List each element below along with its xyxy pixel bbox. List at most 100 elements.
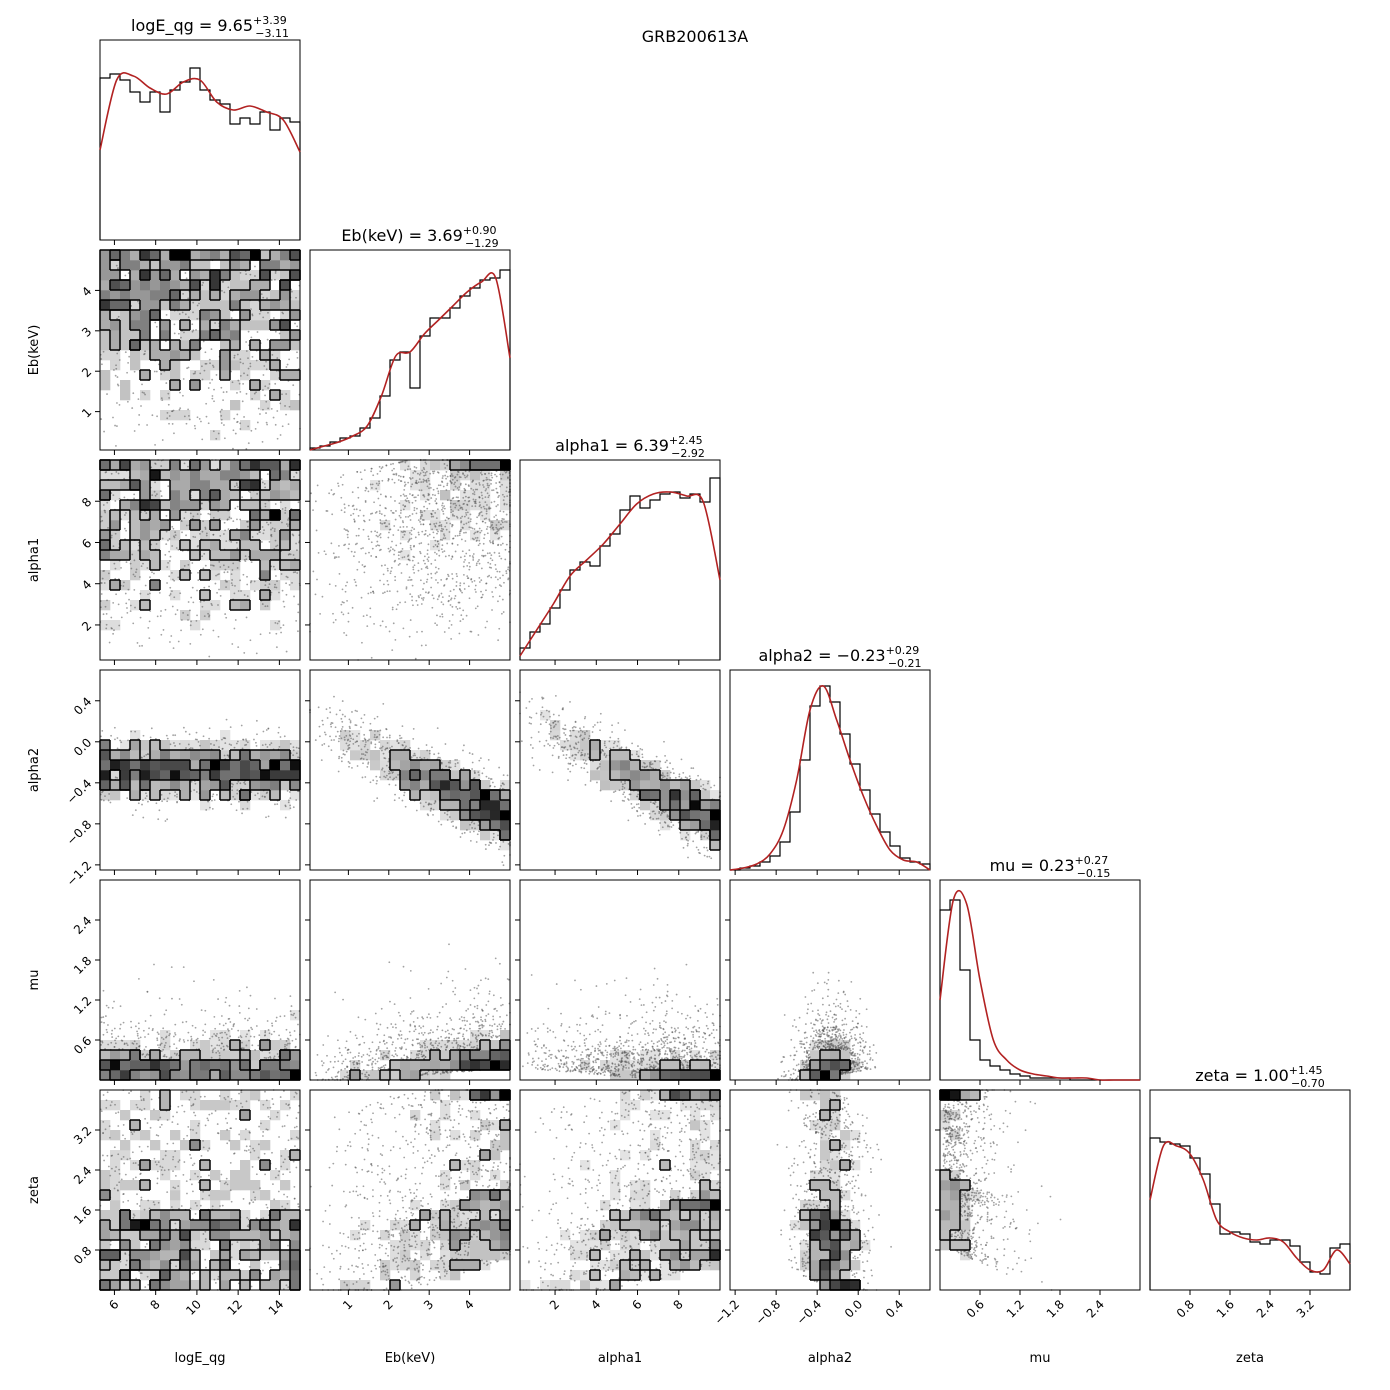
sample-point (140, 756, 143, 759)
density-cell (170, 280, 181, 291)
sample-point (418, 542, 421, 545)
sample-point (463, 531, 465, 534)
density-cell (590, 740, 601, 751)
sample-point (394, 1049, 397, 1052)
sample-point (106, 1031, 109, 1034)
sample-point (478, 482, 481, 484)
density-cell (290, 550, 301, 561)
density-cell (420, 760, 431, 771)
sample-point (643, 766, 646, 769)
sample-point (603, 752, 606, 755)
sample-point (287, 1042, 289, 1045)
sample-point (136, 1030, 138, 1033)
sample-point (649, 801, 652, 804)
sample-point (256, 733, 258, 736)
sample-point (456, 608, 459, 610)
density-cell (100, 470, 111, 481)
sample-point (556, 738, 559, 740)
sample-point (120, 741, 123, 744)
sample-point (366, 758, 368, 761)
sample-point (343, 739, 346, 741)
sample-point (434, 494, 436, 497)
sample-point (459, 620, 462, 622)
density-cell (270, 490, 281, 501)
sample-point (445, 1036, 448, 1039)
sample-point (457, 601, 460, 604)
sample-point (402, 1019, 405, 1022)
sample-point (414, 1028, 417, 1031)
sample-point (264, 505, 267, 508)
density-cell (140, 500, 151, 511)
sample-point (664, 754, 666, 757)
contour-line (409, 769, 511, 841)
sample-point (381, 522, 384, 525)
sample-point (445, 1003, 448, 1005)
sample-point (360, 478, 363, 481)
density-cell (450, 460, 461, 471)
sample-point (191, 330, 194, 333)
sample-point (227, 528, 230, 531)
sample-point (479, 757, 482, 760)
sample-point (669, 771, 672, 774)
sample-point (432, 545, 435, 548)
sample-point (286, 525, 289, 527)
sample-point (446, 484, 449, 487)
sample-point (371, 547, 374, 550)
sample-point (153, 490, 156, 493)
density-cell (180, 320, 191, 331)
histogram-loge-qg (99, 67, 301, 240)
sample-point (199, 513, 202, 516)
sample-point (102, 570, 105, 572)
sample-point (249, 273, 252, 276)
sample-point (624, 782, 626, 785)
sample-point (485, 488, 488, 490)
sample-point (478, 774, 480, 776)
sample-point (604, 756, 607, 758)
density-cell (200, 280, 211, 291)
sample-point (388, 528, 391, 531)
sample-point (462, 609, 465, 612)
sample-point (394, 1023, 397, 1026)
density-cell (600, 780, 611, 791)
density-cell (100, 340, 111, 351)
sample-point (454, 485, 457, 488)
sample-point (463, 487, 466, 490)
density-cell (130, 540, 141, 551)
sample-point (179, 391, 181, 394)
sample-point (203, 369, 206, 372)
sample-point (395, 1026, 397, 1029)
sample-point (364, 1018, 367, 1021)
sample-point (577, 741, 580, 744)
sample-point (479, 531, 482, 534)
density-cell (130, 740, 141, 751)
sample-point (599, 729, 601, 732)
sample-point (340, 1068, 343, 1071)
sample-point (485, 1014, 488, 1017)
sample-point (145, 1054, 148, 1057)
sample-point (340, 760, 343, 763)
sample-point (458, 1000, 461, 1003)
sample-point (402, 965, 405, 968)
sample-point (573, 746, 575, 749)
sample-point (620, 747, 622, 750)
sample-point (430, 497, 433, 499)
sample-point (498, 555, 501, 558)
density-cell (480, 490, 491, 501)
sample-point (341, 725, 344, 728)
sample-point (253, 738, 255, 741)
density-cell (160, 780, 171, 791)
sample-point (424, 1040, 426, 1043)
sample-point (463, 588, 466, 590)
sample-point (412, 1010, 415, 1012)
sample-point (596, 721, 599, 724)
sample-point (156, 415, 158, 418)
density-cell (290, 250, 301, 261)
sample-point (507, 491, 510, 493)
sample-point (488, 518, 491, 521)
sample-point (265, 816, 267, 819)
sample-point (447, 575, 450, 578)
sample-point (483, 518, 486, 520)
density-cell (700, 790, 711, 801)
sample-point (660, 812, 663, 815)
sample-point (386, 525, 388, 528)
